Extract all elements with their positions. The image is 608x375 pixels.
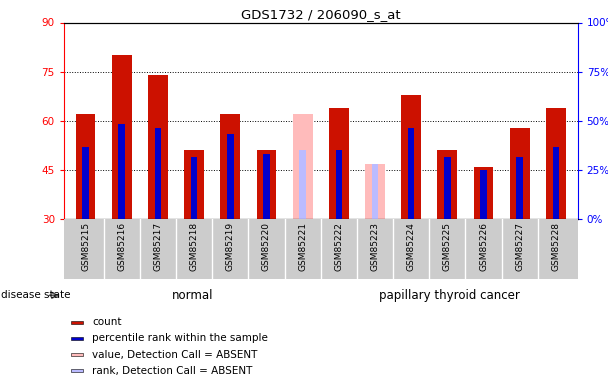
Bar	[480, 170, 487, 219]
Bar	[546, 108, 566, 219]
Bar	[553, 147, 559, 219]
Bar	[191, 157, 198, 219]
Bar	[112, 56, 132, 219]
Text: GSM85225: GSM85225	[443, 222, 452, 271]
Bar	[510, 128, 530, 219]
Bar	[263, 154, 270, 219]
Text: count: count	[92, 317, 122, 327]
Bar	[184, 150, 204, 219]
Title: GDS1732 / 206090_s_at: GDS1732 / 206090_s_at	[241, 8, 401, 21]
Bar	[474, 167, 494, 219]
Text: GSM85221: GSM85221	[298, 222, 307, 271]
Bar	[75, 114, 95, 219]
Bar	[71, 337, 83, 340]
Bar	[71, 369, 83, 372]
Text: GSM85227: GSM85227	[515, 222, 524, 271]
Bar	[371, 164, 378, 219]
Bar	[336, 150, 342, 219]
Text: GSM85223: GSM85223	[370, 222, 379, 271]
Bar	[227, 134, 233, 219]
Bar	[71, 321, 83, 324]
Bar	[119, 124, 125, 219]
Text: GSM85226: GSM85226	[479, 222, 488, 271]
Text: GSM85222: GSM85222	[334, 222, 344, 271]
Bar	[437, 150, 457, 219]
Bar	[408, 128, 415, 219]
Bar	[220, 114, 240, 219]
Text: rank, Detection Call = ABSENT: rank, Detection Call = ABSENT	[92, 366, 252, 375]
Bar	[516, 157, 523, 219]
Text: GSM85216: GSM85216	[117, 222, 126, 271]
Bar	[82, 147, 89, 219]
Bar	[292, 114, 313, 219]
Bar	[365, 164, 385, 219]
Text: value, Detection Call = ABSENT: value, Detection Call = ABSENT	[92, 350, 258, 360]
Text: GSM85228: GSM85228	[551, 222, 561, 271]
Text: GSM85219: GSM85219	[226, 222, 235, 271]
Text: normal: normal	[171, 289, 213, 302]
Text: GSM85218: GSM85218	[190, 222, 199, 271]
Text: GSM85224: GSM85224	[407, 222, 416, 271]
Text: GSM85220: GSM85220	[262, 222, 271, 271]
Bar	[444, 157, 451, 219]
Bar	[257, 150, 277, 219]
Bar	[71, 353, 83, 356]
Bar	[299, 150, 306, 219]
Bar	[154, 128, 161, 219]
Bar	[329, 108, 349, 219]
Text: papillary thyroid cancer: papillary thyroid cancer	[379, 289, 520, 302]
Text: GSM85217: GSM85217	[153, 222, 162, 271]
Text: GSM85215: GSM85215	[81, 222, 90, 271]
Bar	[401, 95, 421, 219]
Text: percentile rank within the sample: percentile rank within the sample	[92, 333, 268, 344]
Text: disease state: disease state	[1, 290, 71, 300]
Bar	[148, 75, 168, 219]
